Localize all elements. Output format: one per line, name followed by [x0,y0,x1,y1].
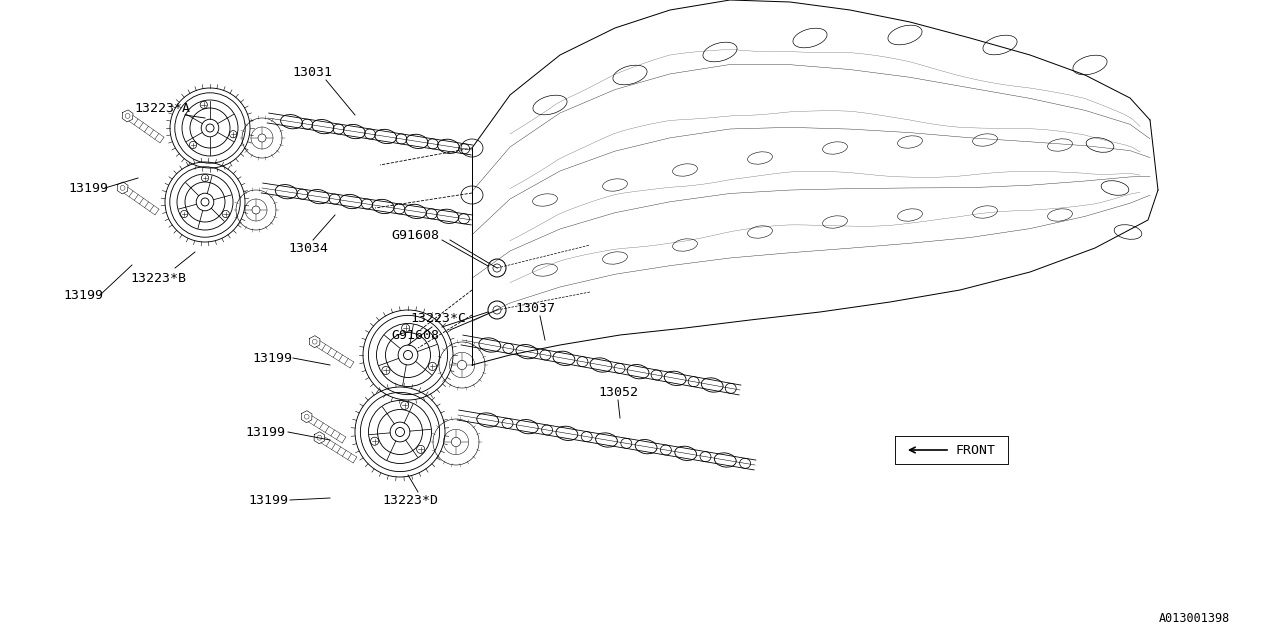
Text: 13034: 13034 [288,241,328,255]
Text: 13223*A: 13223*A [134,102,189,115]
Text: 13199: 13199 [244,426,285,438]
Text: FRONT: FRONT [955,444,995,456]
Text: G91608: G91608 [390,328,439,342]
Text: 13223*C: 13223*C [410,312,466,324]
Text: 13199: 13199 [248,493,288,506]
Text: 13199: 13199 [63,289,102,301]
Text: 13052: 13052 [598,385,637,399]
Text: 13223*B: 13223*B [131,271,186,285]
Text: A013001398: A013001398 [1158,612,1230,625]
Text: G91608: G91608 [390,228,439,241]
Text: 13037: 13037 [515,301,556,314]
Text: 13199: 13199 [252,351,292,365]
Text: 13199: 13199 [68,182,108,195]
Text: 13031: 13031 [292,65,332,79]
Text: 13223*D: 13223*D [381,493,438,506]
